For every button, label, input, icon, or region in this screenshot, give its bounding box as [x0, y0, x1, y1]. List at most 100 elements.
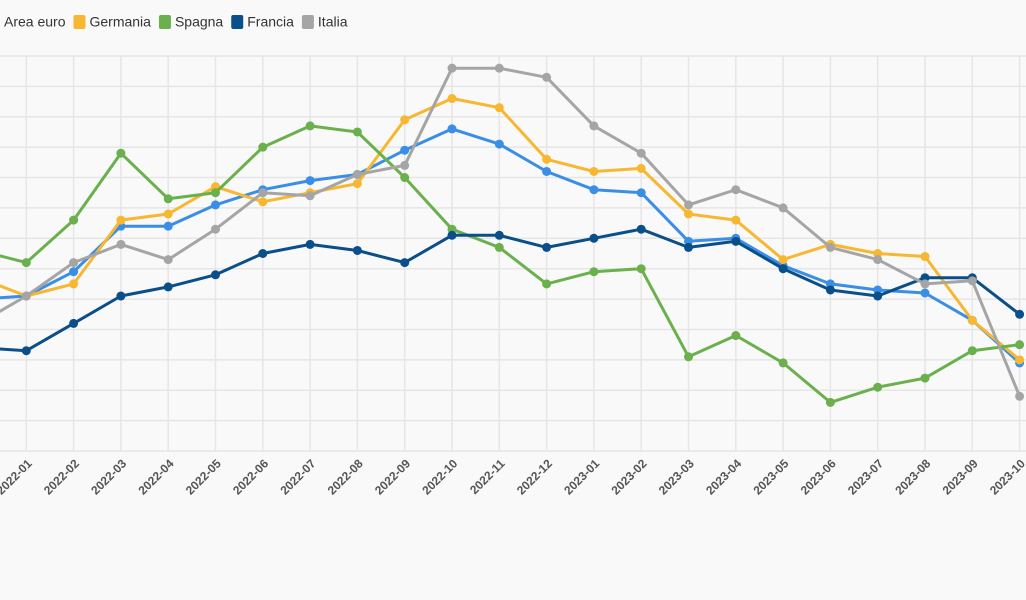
legend-label: Area euro: [4, 14, 66, 30]
data-point: [920, 279, 930, 289]
data-point: [258, 197, 268, 207]
x-tick-label: 2022-07: [277, 456, 318, 497]
data-point: [447, 94, 457, 104]
data-point: [21, 346, 31, 356]
data-point: [967, 315, 977, 325]
data-point: [400, 145, 410, 155]
data-point: [778, 264, 788, 274]
data-point: [636, 163, 646, 173]
data-point: [116, 291, 126, 301]
data-point: [258, 142, 268, 152]
data-point: [211, 270, 220, 280]
data-point: [778, 255, 788, 265]
data-point: [494, 230, 504, 240]
data-point: [352, 127, 362, 137]
data-point: [920, 288, 930, 298]
data-point: [69, 215, 79, 225]
series-line: [0, 97, 1021, 361]
x-tick-label: 2023-07: [845, 456, 886, 497]
x-tick-label: 2023-04: [703, 456, 744, 497]
data-point: [778, 203, 788, 213]
data-point: [967, 346, 977, 356]
x-tick-label: 2022-08: [325, 456, 366, 497]
data-point: [494, 242, 504, 252]
data-point: [873, 255, 883, 265]
data-point: [825, 397, 835, 407]
data-point: [69, 318, 79, 328]
data-point: [69, 258, 79, 268]
x-tick-label: 2023-06: [798, 456, 839, 497]
data-point: [920, 252, 930, 262]
x-tick-label: 2023-08: [892, 456, 933, 497]
x-tick-label: 2023-03: [656, 456, 697, 497]
data-point: [211, 188, 220, 198]
data-point: [1015, 355, 1025, 365]
data-point: [400, 258, 410, 268]
data-point: [731, 215, 741, 225]
series-line: [0, 127, 1021, 365]
data-point: [352, 170, 362, 179]
data-point: [1015, 340, 1025, 350]
x-tick-label: 2022-05: [183, 456, 224, 497]
x-tick-label: 2022-02: [41, 456, 82, 497]
data-point: [636, 188, 646, 198]
x-tick-label: 2023-01: [561, 456, 602, 497]
data-point: [967, 276, 977, 286]
data-point: [352, 179, 362, 189]
data-point: [447, 124, 457, 134]
data-point: [542, 279, 552, 289]
data-point: [636, 148, 646, 158]
data-point: [305, 191, 315, 201]
data-point: [1015, 391, 1025, 401]
data-point: [163, 255, 173, 265]
data-point: [400, 160, 410, 170]
data-point: [21, 291, 31, 301]
data-point: [542, 166, 552, 176]
data-point: [731, 331, 741, 341]
x-tick-label: 2022-06: [230, 456, 271, 497]
data-point: [211, 224, 220, 234]
data-point: [163, 194, 173, 204]
data-point: [447, 230, 457, 240]
data-point: [589, 233, 599, 243]
data-point: [163, 282, 173, 292]
legend-swatch: [301, 15, 314, 29]
x-tick-label: 2022-10: [419, 456, 460, 497]
data-point: [211, 200, 220, 210]
data-point: [400, 115, 410, 125]
data-point: [684, 242, 693, 252]
data-point: [305, 239, 315, 249]
data-point: [636, 264, 646, 274]
data-point: [400, 173, 410, 183]
data-point: [684, 209, 693, 219]
legend-label: Spagna: [175, 14, 223, 30]
data-point: [873, 291, 883, 301]
data-point: [116, 239, 126, 249]
data-point: [69, 267, 79, 277]
data-point: [494, 139, 504, 149]
x-tick-label: 2022-01: [0, 456, 35, 497]
data-point: [163, 221, 173, 231]
data-point: [920, 373, 930, 383]
data-point: [731, 185, 741, 195]
legend-label: Francia: [247, 14, 294, 30]
data-point: [542, 154, 552, 164]
legend-label: Italia: [318, 14, 348, 30]
data-point: [305, 121, 315, 131]
data-point: [825, 242, 835, 252]
data-point: [684, 352, 693, 362]
data-point: [684, 200, 693, 210]
data-point: [589, 121, 599, 131]
data-point: [258, 249, 268, 258]
legend-swatch: [231, 15, 244, 29]
x-tick-label: 2022-03: [88, 456, 129, 497]
data-point: [542, 242, 552, 252]
data-point: [163, 209, 173, 219]
data-point: [589, 267, 599, 277]
data-point: [589, 166, 599, 176]
series-line: [0, 124, 1020, 404]
data-point: [873, 382, 883, 392]
x-tick-label: 2023-05: [750, 456, 791, 497]
data-point: [636, 224, 646, 234]
